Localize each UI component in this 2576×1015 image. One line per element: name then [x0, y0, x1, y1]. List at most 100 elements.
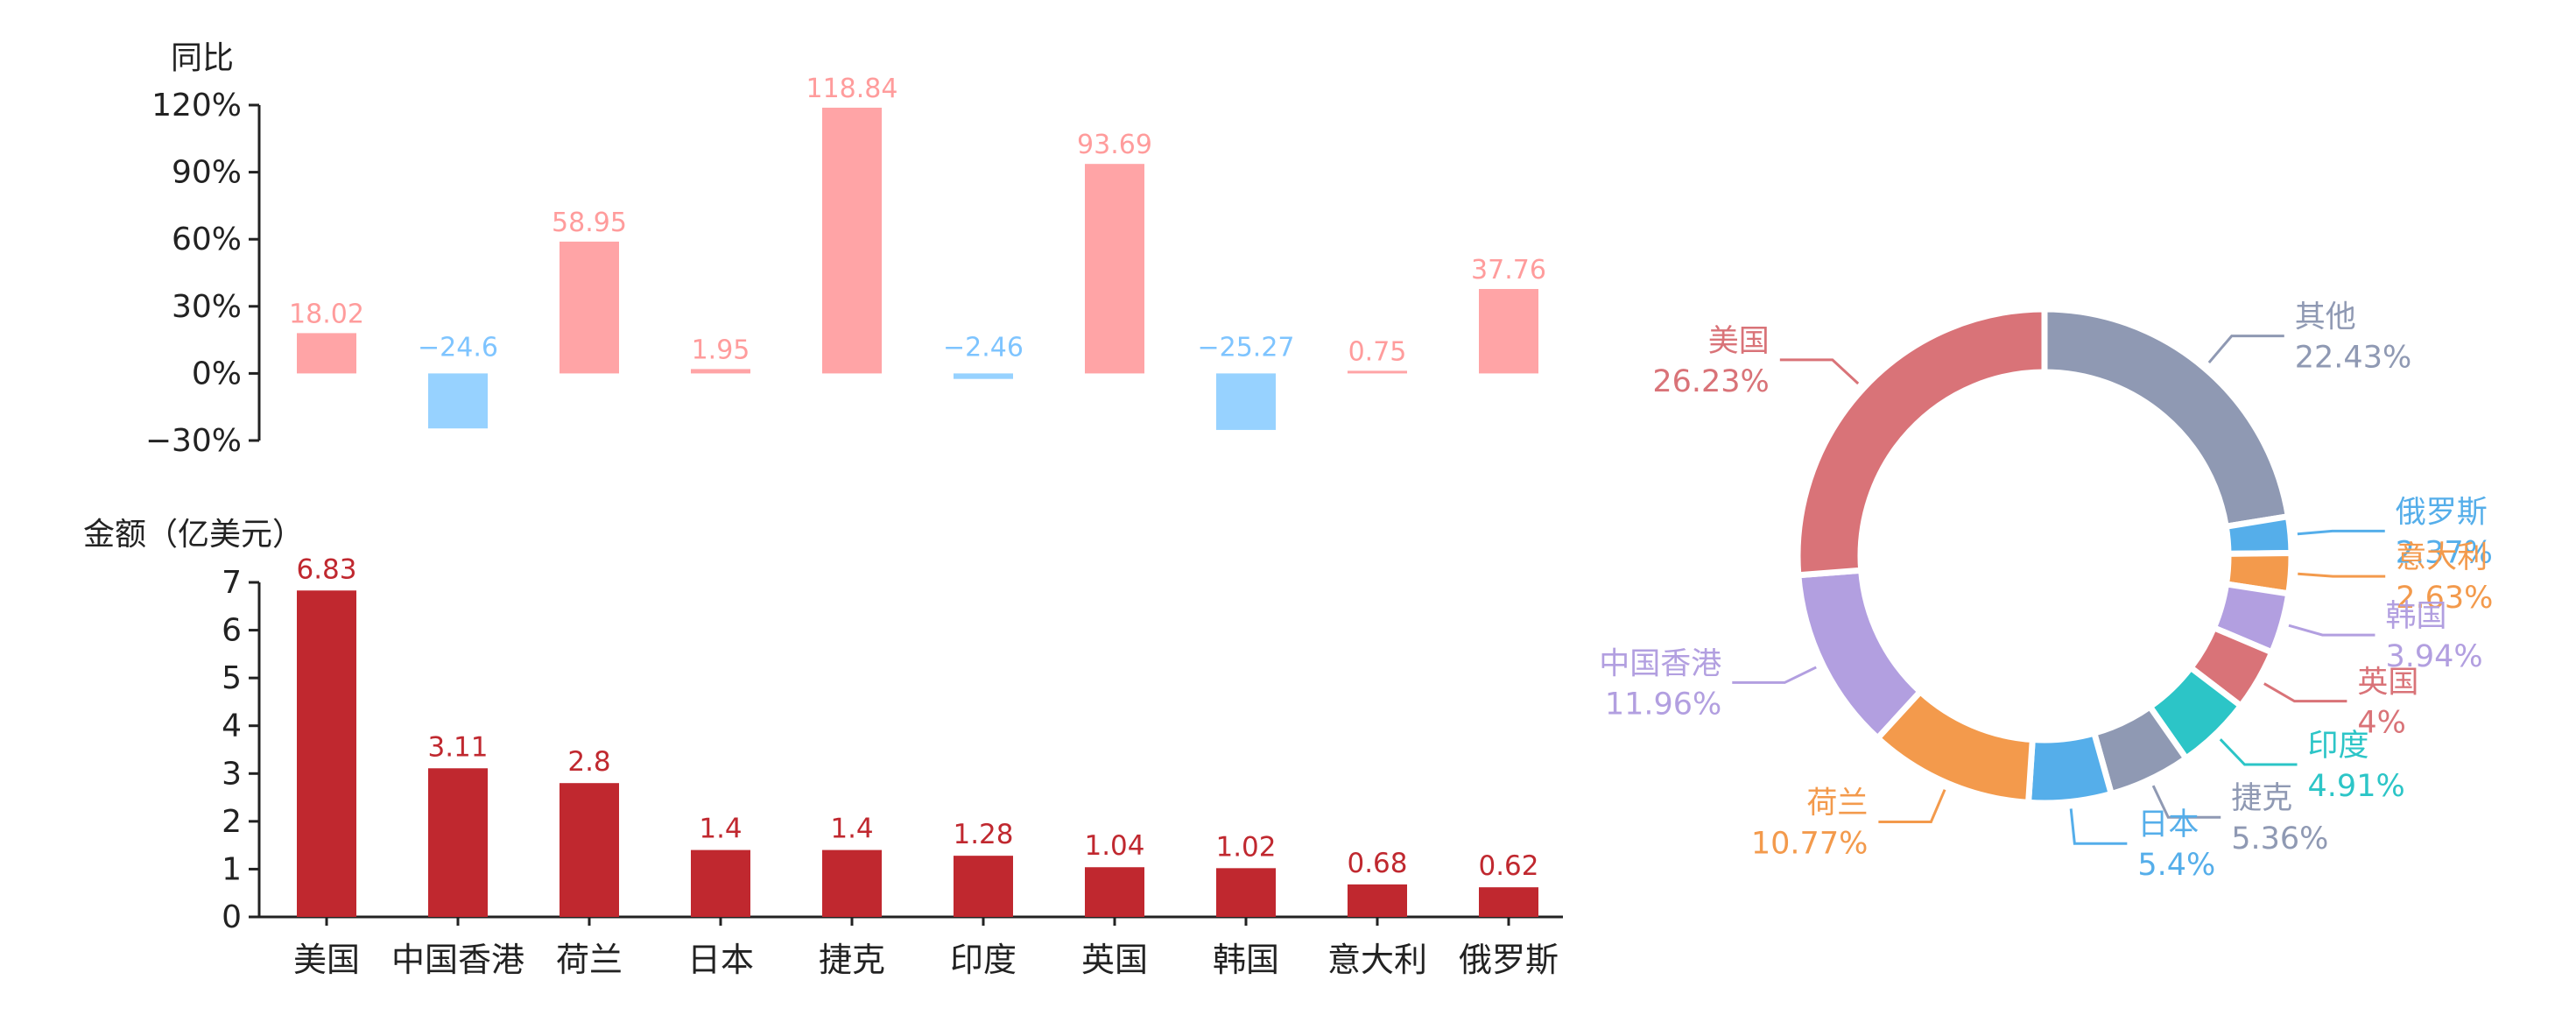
amount-data-label: 1.02 — [1215, 831, 1276, 863]
amount-bar — [1348, 884, 1407, 917]
donut-slice — [2041, 306, 2291, 530]
amount-y-tick-label: 4 — [222, 708, 242, 744]
amount-bar — [691, 849, 750, 917]
yoy-data-label: 93.69 — [1077, 130, 1152, 160]
donut-leader-line — [2297, 529, 2385, 536]
yoy-data-label: 37.76 — [1471, 255, 1546, 285]
yoy-y-tick-label: 0% — [192, 356, 242, 391]
donut-slice-name: 中国香港 — [1599, 646, 1721, 681]
yoy-bar — [954, 373, 1013, 379]
donut-slice-percent: 26.23% — [1652, 364, 1769, 399]
donut-leader-line — [2298, 572, 2386, 578]
donut-slice-name: 美国 — [1708, 324, 1770, 359]
amount-data-label: 1.4 — [699, 814, 742, 845]
donut-slice-percent: 5.4% — [2137, 848, 2215, 883]
yoy-data-label: 18.02 — [289, 299, 364, 329]
amount-data-label: 1.04 — [1084, 830, 1144, 862]
donut-slice-name: 印度 — [2308, 729, 2369, 764]
donut-leader-line — [2151, 785, 2221, 819]
donut-leader-line — [2288, 624, 2375, 637]
category-label: 英国 — [1081, 941, 1148, 979]
amount-bar — [954, 856, 1013, 917]
donut-leader-line — [1732, 666, 1817, 684]
donut-slice-name: 日本 — [2137, 807, 2199, 842]
amount-data-label: 1.4 — [830, 814, 873, 845]
category-label: 意大利 — [1327, 941, 1427, 979]
yoy-data-label: 118.84 — [806, 74, 898, 104]
donut-slice-name: 英国 — [2357, 666, 2418, 701]
yoy-y-ticks: 120% 90% 60% 30% 0% −30% — [145, 88, 259, 459]
category-label: 日本 — [687, 941, 754, 979]
donut-slice-percent: 2.37% — [2396, 535, 2493, 570]
yoy-bar — [1216, 373, 1276, 430]
amount-bars: 6.83 3.11 2.8 1.4 1.4 1.28 1.04 1.02 0.68 0.62 — [296, 553, 1539, 917]
amount-y-tick-label: 2 — [222, 804, 242, 840]
donut-leader-line — [2219, 738, 2298, 766]
yoy-bar — [822, 107, 882, 374]
amount-bar — [822, 849, 882, 917]
yoy-bar — [560, 241, 619, 374]
amount-axis-title: 金额（亿美元） — [83, 517, 304, 553]
amount-bar — [297, 590, 356, 917]
amount-y-tick-label: 5 — [222, 660, 242, 696]
donut-leader-line — [2069, 808, 2128, 845]
donut-slice-name: 荷兰 — [1806, 786, 1868, 821]
yoy-y-tick-label: 120% — [151, 88, 242, 123]
yoy-bar — [1479, 288, 1538, 374]
amount-data-label: 3.11 — [427, 731, 488, 763]
amount-data-label: 1.28 — [953, 819, 1013, 850]
donut-slice-percent: 10.77% — [1751, 826, 1868, 861]
amount-y-tick-label: 6 — [222, 613, 242, 649]
donut-leader-line — [1878, 789, 1946, 823]
yoy-bar — [691, 369, 750, 374]
category-label: 捷克 — [819, 941, 885, 979]
amount-bar — [428, 768, 488, 917]
yoy-bars: 18.02 −24.6 58.95 1.95 118.84 −2.46 93.69 −25.2… — [289, 74, 1546, 430]
yoy-data-label: −25.27 — [1197, 332, 1294, 363]
amount-bar — [1085, 867, 1144, 917]
amount-data-label: 6.83 — [296, 553, 356, 585]
amount-bar — [1216, 868, 1276, 917]
yoy-y-tick-label: 30% — [172, 289, 242, 325]
donut-labels: 其他 22.43% 俄罗斯 2.37%意大利 2.63%韩国 3.94%英国 4%印度 4.9… — [1599, 300, 2493, 884]
donut-slice-percent: 3.94% — [2385, 639, 2482, 674]
amount-data-label: 0.68 — [1347, 848, 1407, 879]
yoy-bar — [428, 373, 488, 429]
donut-leader-line — [1779, 358, 1860, 385]
amount-y-ticks: 7 6 5 4 3 2 1 0 — [222, 565, 259, 935]
yoy-y-tick-label: −30% — [145, 423, 242, 459]
donut-slice-percent: 4.91% — [2308, 769, 2405, 804]
category-label: 美国 — [293, 941, 360, 979]
yoy-bar — [297, 333, 356, 374]
donut-slice-percent: 4% — [2357, 706, 2406, 741]
amount-bar-chart: 金额（亿美元） 7 6 5 4 3 2 1 0 6.83 3.11 2.8 1.4 1.4 1.28 1.… — [83, 517, 1563, 979]
yoy-bar-chart: 同比 120% 90% 60% 30% 0% −30% 18.02 −24.6 58.95 1.… — [145, 40, 1546, 459]
amount-y-tick-label: 1 — [222, 851, 242, 887]
yoy-bar — [1085, 164, 1144, 374]
donut-slice-name: 其他 — [2295, 300, 2356, 335]
donut-slice — [1795, 567, 1924, 742]
yoy-axis-title: 同比 — [171, 40, 234, 76]
amount-y-tick-label: 3 — [222, 756, 242, 792]
category-label: 韩国 — [1213, 941, 1279, 979]
amount-data-label: 2.8 — [567, 746, 610, 778]
amount-y-tick-label: 7 — [222, 565, 242, 601]
amount-bar — [1479, 887, 1538, 917]
donut-leader-line — [2207, 335, 2284, 364]
donut-slice-percent: 22.43% — [2295, 341, 2411, 376]
donut-slice — [2222, 513, 2295, 557]
yoy-data-label: −2.46 — [943, 332, 1024, 363]
donut-slice-percent: 2.63% — [2396, 581, 2493, 616]
category-label: 印度 — [950, 941, 1017, 979]
category-label: 中国香港 — [391, 941, 524, 979]
amount-bar — [560, 783, 619, 917]
donut-slice-percent: 11.96% — [1605, 687, 1721, 722]
donut-slice-name: 韩国 — [2385, 599, 2446, 634]
donut-leader-line — [2263, 682, 2347, 703]
donut-slice-percent: 5.36% — [2231, 821, 2328, 856]
amount-y-tick-label: 0 — [222, 899, 242, 935]
donut-slice-name: 意大利 — [2396, 540, 2488, 575]
share-donut-chart: 其他 22.43% 俄罗斯 2.37%意大利 2.63%韩国 3.94%英国 4%印度 4.9… — [1599, 300, 2493, 884]
category-label: 荷兰 — [556, 941, 623, 979]
